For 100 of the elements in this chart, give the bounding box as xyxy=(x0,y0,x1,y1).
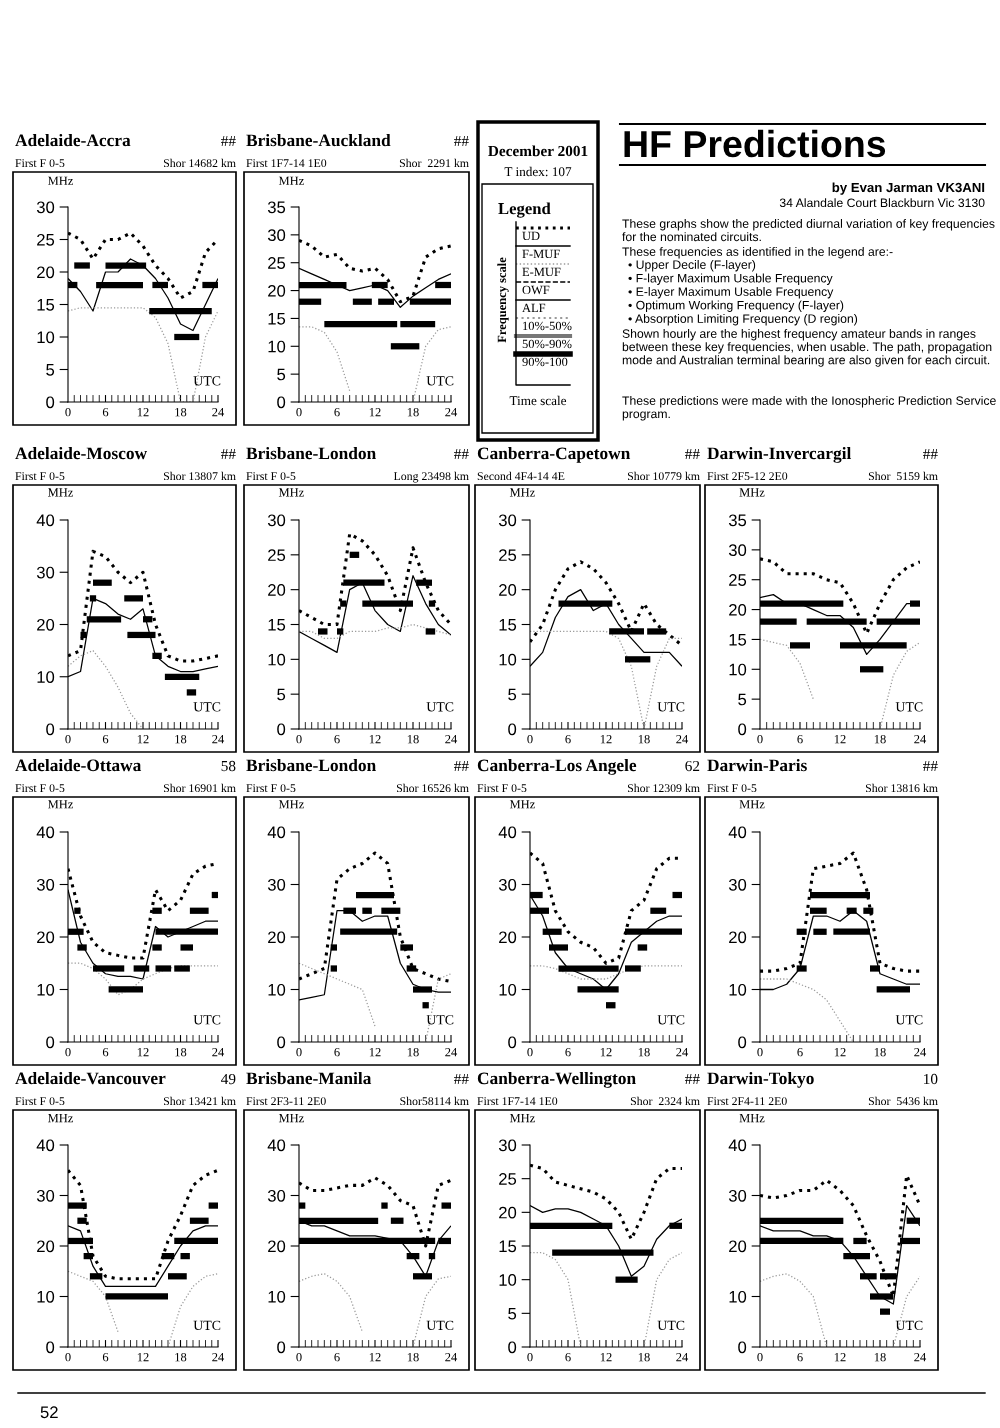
x-tick-label: 12 xyxy=(834,1047,846,1057)
text: 58 xyxy=(221,760,236,772)
y-tick-label: 20 xyxy=(268,584,286,596)
text: Shor 5436 km xyxy=(868,1096,938,1106)
y-tick-label: 20 xyxy=(37,266,55,279)
y-axis-title: MHz xyxy=(48,176,73,185)
y-axis-title: MHz xyxy=(278,1113,304,1123)
text: 52 xyxy=(40,1406,58,1419)
y-tick-label: 25 xyxy=(268,257,286,269)
y-tick-label: 25 xyxy=(729,574,747,586)
x-axis-title: UTC xyxy=(657,702,685,712)
chart-title: Adelaide-Moscow xyxy=(15,446,148,460)
x-tick-label: 0 xyxy=(65,407,71,417)
x-tick-label: 24 xyxy=(212,734,225,744)
text: Shor 13421 km xyxy=(163,1096,236,1106)
text: by Evan Jarman VK3ANI xyxy=(832,182,985,195)
text: T index: 107 xyxy=(504,166,572,177)
x-tick-label: 0 xyxy=(65,734,71,744)
x-tick-label: 0 xyxy=(65,1047,71,1057)
chart-subtitle: Second 4F4-14 4E xyxy=(477,471,565,481)
chart-title: Brisbane-Auckland xyxy=(246,133,391,147)
y-tick-label: 40 xyxy=(728,826,747,839)
chart-subtitle: First F 0-5 xyxy=(246,784,296,793)
y-tick-label: 20 xyxy=(499,584,517,596)
chart-title: Brisbane-London xyxy=(246,758,376,772)
x-tick-label: 0 xyxy=(296,407,302,417)
y-tick-label: 20 xyxy=(268,1240,286,1253)
y-tick-label: 30 xyxy=(36,1189,55,1202)
text: UD xyxy=(522,231,540,241)
y-tick-label: 10 xyxy=(268,340,286,353)
x-tick-label: 12 xyxy=(600,1047,612,1057)
y-tick-label: 0 xyxy=(46,396,55,409)
y-tick-label: 30 xyxy=(267,514,286,527)
y-axis-title: MHz xyxy=(278,488,304,497)
y-tick-label: 20 xyxy=(37,618,55,631)
x-axis-title: UTC xyxy=(193,376,221,386)
y-tick-label: 40 xyxy=(267,826,286,839)
chart-subtitle: First 2F5-12 2E0 xyxy=(707,472,788,481)
y-tick-label: 15 xyxy=(268,619,286,631)
y-tick-label: 15 xyxy=(499,619,517,631)
x-tick-label: 12 xyxy=(600,734,612,744)
chart-title: Adelaide-Accra xyxy=(15,133,131,147)
y-axis-title: MHz xyxy=(48,800,73,809)
x-tick-label: 6 xyxy=(334,407,340,417)
x-tick-label: 18 xyxy=(175,1352,187,1362)
y-tick-label: 30 xyxy=(728,544,747,557)
y-tick-label: 40 xyxy=(36,514,55,527)
x-tick-label: 18 xyxy=(175,1047,187,1057)
chart-subtitle: First F 0-5 xyxy=(15,159,65,168)
x-tick-label: 0 xyxy=(296,1047,302,1057)
y-tick-label: 0 xyxy=(277,1341,286,1354)
x-tick-label: 24 xyxy=(914,734,927,744)
y-tick-label: 40 xyxy=(498,826,517,839)
y-axis-title: MHz xyxy=(509,1113,535,1123)
text: Shor 13816 km xyxy=(865,783,938,793)
x-tick-label: 24 xyxy=(445,734,458,744)
y-tick-label: 0 xyxy=(277,1036,286,1049)
x-tick-label: 12 xyxy=(369,1352,381,1362)
y-axis-title: MHz xyxy=(278,176,304,185)
x-tick-label: 6 xyxy=(797,734,803,744)
x-tick-label: 24 xyxy=(212,1047,225,1057)
text: ## xyxy=(221,136,236,146)
chart-subtitle: First F 0-5 xyxy=(15,472,65,481)
text: Long 23498 km xyxy=(393,471,469,483)
x-tick-label: 0 xyxy=(527,734,533,744)
chart-title: Darwin-Tokyo xyxy=(707,1071,814,1088)
chart-subtitle: First F 0-5 xyxy=(707,784,757,793)
x-axis-title: UTC xyxy=(895,702,923,712)
x-tick-label: 18 xyxy=(874,1047,886,1057)
chart-subtitle: First F 0-5 xyxy=(15,1097,65,1106)
text: ## xyxy=(454,136,469,146)
y-tick-label: 5 xyxy=(508,688,517,701)
x-tick-label: 6 xyxy=(334,1352,340,1362)
y-tick-label: 30 xyxy=(267,878,286,891)
x-tick-label: 18 xyxy=(175,407,187,417)
x-tick-label: 12 xyxy=(137,407,149,417)
text: 50%-90% xyxy=(522,339,572,349)
x-tick-label: 6 xyxy=(565,1047,571,1057)
chart-title: Adelaide-Ottawa xyxy=(15,758,142,772)
text: Shor 13807 km xyxy=(163,471,236,481)
x-tick-label: 6 xyxy=(797,1047,803,1057)
text: F-MUF xyxy=(522,249,560,259)
y-tick-label: 35 xyxy=(267,201,286,214)
y-tick-label: 10 xyxy=(499,983,517,996)
y-axis-title: MHz xyxy=(739,488,765,497)
text: Shor 2324 km xyxy=(630,1096,700,1106)
y-tick-label: 30 xyxy=(267,1189,286,1202)
x-tick-label: 6 xyxy=(102,407,109,417)
x-tick-label: 6 xyxy=(334,1047,340,1057)
x-tick-label: 6 xyxy=(797,1352,803,1362)
x-tick-label: 24 xyxy=(445,1352,458,1362)
y-tick-label: 0 xyxy=(738,1341,747,1354)
y-axis-title: MHz xyxy=(48,488,73,497)
y-tick-label: 30 xyxy=(267,229,286,242)
y-tick-label: 30 xyxy=(498,514,517,527)
y-tick-label: 5 xyxy=(277,368,286,381)
x-tick-label: 0 xyxy=(757,1047,763,1057)
chart-title: Darwin-Paris xyxy=(707,758,807,772)
x-tick-label: 24 xyxy=(445,1047,458,1057)
x-tick-label: 24 xyxy=(914,1047,927,1057)
